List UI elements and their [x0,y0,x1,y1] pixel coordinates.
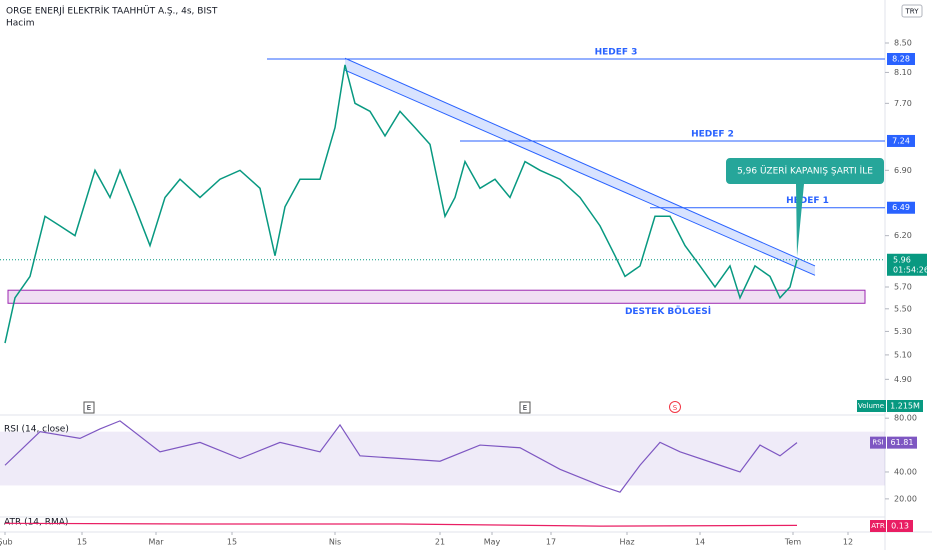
volume-badge [887,400,923,412]
volume-name: Volume [858,402,884,410]
x-tick-label: Haz [619,538,634,547]
channel-fill [345,58,815,276]
target-label: HEDEF 3 [595,48,638,58]
x-tick-label: Tem [784,538,801,547]
atr-badge [870,520,886,532]
event-marker[interactable]: S [673,404,678,412]
x-tick-label: Şub [0,538,13,547]
rsi-band [0,431,885,486]
support-label: DESTEK BÖLGESİ [625,306,711,317]
atr-name: ATR [871,522,885,530]
rsi-badge [887,436,917,449]
callout [726,158,884,257]
volume-badge [857,400,886,412]
event-circle[interactable] [669,401,681,413]
target-badge [887,201,915,214]
y-tick-label: 8.50 [894,38,912,47]
channel-lower [344,69,816,276]
target-badge [887,134,915,147]
callout-text: 5,96 ÜZERİ KAPANIŞ ŞARTI İLE [737,166,873,177]
rsi-tick-label: 20.00 [894,494,917,503]
volume-value: 1.215M [890,402,920,411]
event-marker[interactable]: E [87,404,91,412]
target-value: 8.28 [892,55,910,64]
x-tick-label: 17 [546,538,556,547]
x-tick-label: Mar [148,538,164,547]
x-tick-label: 21 [435,538,445,547]
price-line [4,64,798,344]
rsi-tick-label: 40.00 [894,467,917,476]
atr-line [4,522,798,527]
x-tick-label: May [484,538,501,547]
x-tick-label: 15 [77,538,87,547]
atr-value: 0.13 [891,522,909,531]
y-tick-label: 6.90 [894,166,912,175]
x-tick-label: 12 [843,538,853,547]
y-tick-label: 5.30 [894,327,912,336]
channel-upper [344,57,816,267]
atr-badge [887,520,913,532]
target-value: 6.49 [892,203,910,212]
target-label: HEDEF 2 [691,129,734,139]
y-tick-label: 4.90 [894,375,912,384]
y-tick-label: 8.10 [894,68,912,77]
last-price-badge [887,253,927,276]
target-badge [887,53,915,66]
target-value: 7.24 [892,136,910,145]
event-box[interactable] [519,401,531,414]
y-tick-label: 5.70 [894,282,912,291]
chart-title: ORGE ENERJİ ELEKTRİK TAAHHÜT A.Ş., 4s, B… [6,6,218,17]
y-tick-label: 5.50 [894,304,912,313]
countdown: 01:54:26 [893,265,929,274]
event-marker[interactable]: E [523,404,527,412]
currency-box[interactable] [901,4,923,18]
rsi-tick-label: 80.00 [894,414,917,423]
event-box[interactable] [83,401,95,414]
target-label: HEDEF 1 [786,196,829,206]
support-zone [7,289,866,304]
x-tick-label: Nis [329,538,341,547]
y-tick-label: 7.70 [894,99,912,108]
rsi-name: RSI [872,439,883,447]
y-tick-label: 6.20 [894,231,912,240]
y-tick-label: 5.10 [894,350,912,359]
rsi-value: 61.81 [891,438,914,447]
rsi-line [4,420,798,493]
x-tick-label: 15 [227,538,237,547]
rsi-badge [870,436,886,449]
subtitle: Hacim [6,19,35,29]
atr-title: ATR (14, RMA) [4,518,68,528]
x-tick-label: 14 [695,538,705,547]
currency[interactable]: TRY [905,8,920,16]
rsi-title: RSI (14, close) [4,425,69,435]
last-price-value: 5.96 [893,255,911,264]
